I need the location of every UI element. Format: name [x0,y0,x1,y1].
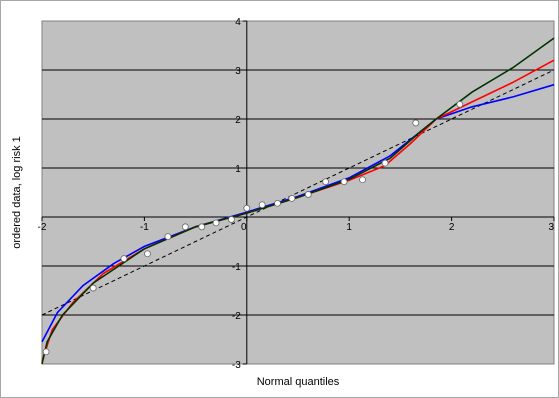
data-point [359,176,366,184]
x-axis-label: Normal quantiles [257,376,340,388]
data-point [322,178,330,186]
x-tick-label: 1 [346,222,352,233]
y-tick-label: -1 [232,262,241,273]
data-point [120,255,128,263]
x-tick-label: -1 [140,222,149,233]
data-point [340,178,348,186]
data-point [181,223,189,231]
data-point [212,219,220,227]
data-point [164,233,172,241]
data-point [198,223,206,231]
data-point [42,348,50,356]
x-tick-label: 2 [449,222,455,233]
data-point [288,194,296,202]
data-point [228,216,235,223]
x-tick-label: 3 [548,222,554,233]
y-tick-label: -3 [232,360,241,371]
x-tick-label: -2 [38,222,47,233]
y-tick-label: 3 [235,66,241,77]
y-tick-label: 4 [235,17,241,28]
y-tick-label: -2 [232,311,241,322]
data-point [381,159,389,167]
data-point [412,119,420,127]
data-point [456,100,464,108]
data-point [89,284,97,292]
y-axis-label: ordered data, log risk 1 [11,136,23,249]
data-point [243,204,251,212]
x-tick-label: 0 [241,222,247,233]
series-line [41,83,555,343]
data-point [274,199,281,207]
y-tick-label: 1 [235,164,241,175]
reference-line [41,69,555,316]
y-tick-label: 2 [235,115,241,126]
data-point [258,201,266,209]
data-point [144,250,151,258]
data-point [304,191,312,198]
